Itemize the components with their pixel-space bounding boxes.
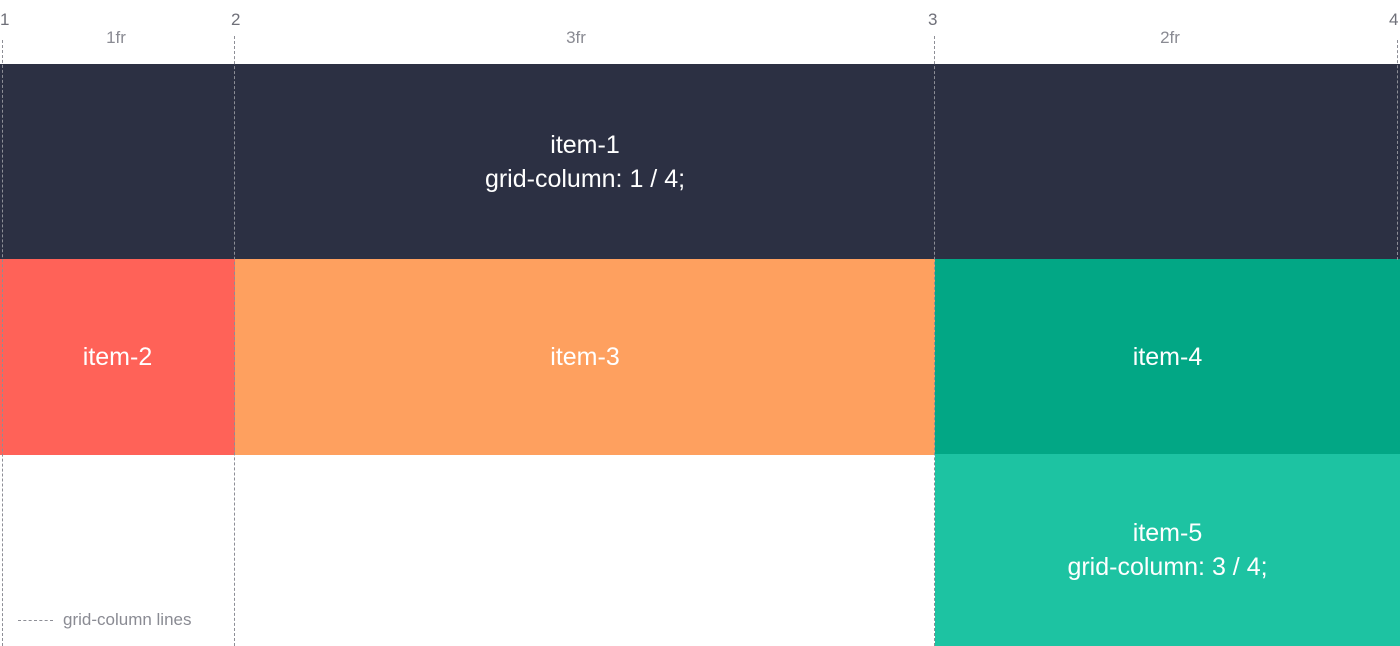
track-label-1: 1fr [106, 28, 126, 47]
legend-label: grid-column lines [63, 610, 192, 629]
item-2-box: item-2 [0, 259, 235, 455]
item-2-label: item-2 [82, 343, 153, 371]
item-5-rule: grid-column: 3 / 4; [1067, 553, 1268, 581]
legend: grid-column lines [18, 610, 192, 630]
grid-line-2 [234, 36, 235, 646]
item-4-label: item-4 [1132, 342, 1203, 371]
dashed-line-icon [18, 619, 53, 621]
item-1-label: item-1 [550, 130, 620, 159]
item-3-box: item-3 [235, 259, 935, 455]
line-number-3: 3 [928, 10, 938, 29]
line-number-1: 1 [0, 10, 10, 29]
track-label-2: 3fr [566, 28, 586, 47]
item-1-box: item-1 grid-column: 1 / 4; [0, 64, 1400, 259]
item-4-box: item-4 [935, 259, 1400, 454]
track-label-3: 2fr [1160, 28, 1180, 47]
item-1-rule: grid-column: 1 / 4; [484, 164, 686, 193]
item-3-label: item-3 [550, 343, 620, 371]
grid-line-1 [2, 40, 3, 646]
line-number-4: 4 [1389, 10, 1399, 29]
line-number-2: 2 [231, 10, 241, 29]
grid-line-4 [1397, 40, 1398, 260]
item-5-box: item-5 grid-column: 3 / 4; [935, 454, 1400, 646]
grid-line-3 [934, 36, 935, 646]
item-5-label: item-5 [1132, 519, 1203, 547]
